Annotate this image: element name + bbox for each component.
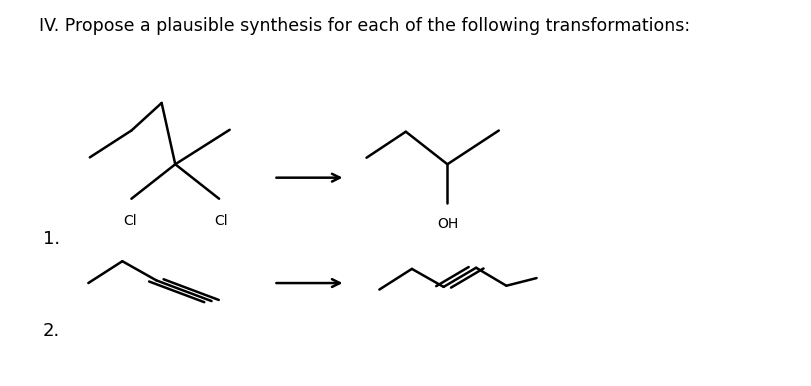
Text: Cl: Cl (213, 214, 227, 228)
Text: IV. Propose a plausible synthesis for each of the following transformations:: IV. Propose a plausible synthesis for ea… (39, 17, 689, 35)
Text: 2.: 2. (43, 322, 60, 340)
Text: OH: OH (436, 217, 457, 231)
Text: 1.: 1. (43, 230, 60, 248)
Text: Cl: Cl (123, 214, 136, 228)
